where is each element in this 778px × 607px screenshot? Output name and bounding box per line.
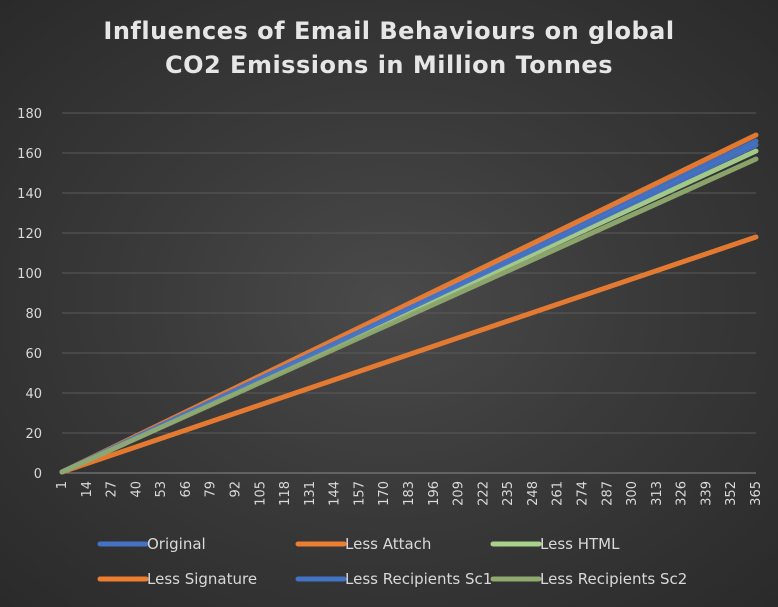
legend-label-less-attach: Less Attach bbox=[345, 535, 431, 553]
y-tick-label: 20 bbox=[25, 427, 42, 442]
y-tick-label: 40 bbox=[25, 387, 42, 402]
y-tick-label: 60 bbox=[25, 347, 42, 362]
y-tick-label: 180 bbox=[17, 107, 42, 122]
legend-label-less-recipients-sc1: Less Recipients Sc1 bbox=[345, 570, 492, 588]
legend-label-less-recipients-sc2: Less Recipients Sc2 bbox=[540, 570, 687, 588]
legend-label-less-signature: Less Signature bbox=[147, 570, 257, 588]
x-tick-label: 105 bbox=[253, 481, 268, 506]
x-tick-label: 248 bbox=[526, 481, 541, 506]
x-tick-label: 14 bbox=[80, 481, 95, 498]
x-tick-label: 326 bbox=[675, 481, 690, 506]
x-tick-label: 365 bbox=[749, 481, 764, 506]
x-tick-label: 313 bbox=[650, 481, 665, 506]
x-tick-label: 144 bbox=[328, 481, 343, 506]
x-tick-label: 157 bbox=[352, 481, 367, 506]
y-tick-label: 120 bbox=[17, 227, 42, 242]
chart-title: Influences of Email Behaviours on global… bbox=[0, 14, 778, 82]
x-tick-label: 118 bbox=[278, 481, 293, 506]
legend-label-original: Original bbox=[147, 535, 206, 553]
x-tick-label: 274 bbox=[576, 481, 591, 506]
x-tick-label: 235 bbox=[501, 481, 516, 506]
y-tick-label: 100 bbox=[17, 267, 42, 282]
x-tick-label: 170 bbox=[377, 481, 392, 506]
x-tick-label: 131 bbox=[303, 481, 318, 506]
x-tick-label: 196 bbox=[427, 481, 442, 506]
y-tick-label: 160 bbox=[17, 147, 42, 162]
x-tick-label: 261 bbox=[551, 481, 566, 506]
x-tick-label: 287 bbox=[600, 481, 615, 506]
x-tick-label: 222 bbox=[476, 481, 491, 506]
x-tick-label: 209 bbox=[452, 481, 467, 506]
y-tick-label: 140 bbox=[17, 187, 42, 202]
series-line-less-recipients-sc2 bbox=[59, 156, 759, 475]
y-tick-label: 80 bbox=[25, 307, 42, 322]
axes: 0 20 40 60 80 100 120 140 160 180 1 14 27 40 53 66 79 92 1… bbox=[17, 107, 764, 506]
series-line-less-signature bbox=[59, 234, 759, 475]
x-tick-label: 79 bbox=[204, 481, 219, 498]
x-tick-label: 300 bbox=[625, 481, 640, 506]
x-tick-label: 352 bbox=[724, 481, 739, 506]
chart-title-line-2: CO2 Emissions in Million Tonnes bbox=[164, 51, 613, 79]
x-tick-label: 1 bbox=[55, 481, 70, 489]
x-tick-label: 66 bbox=[179, 481, 194, 498]
y-tick-label: 0 bbox=[34, 467, 42, 482]
chart-title-line-1: Influences of Email Behaviours on global bbox=[103, 17, 675, 45]
x-tick-label: 92 bbox=[229, 481, 244, 498]
x-tick-label: 27 bbox=[105, 481, 120, 498]
legend: Original Less Attach Less HTML Less Signatu… bbox=[97, 535, 687, 588]
x-tick-label: 339 bbox=[699, 481, 714, 506]
legend-label-less-html: Less HTML bbox=[540, 535, 620, 553]
series-lines bbox=[59, 132, 759, 475]
x-tick-label: 53 bbox=[154, 481, 169, 498]
x-tick-label: 183 bbox=[402, 481, 417, 506]
x-tick-label: 40 bbox=[129, 481, 144, 498]
